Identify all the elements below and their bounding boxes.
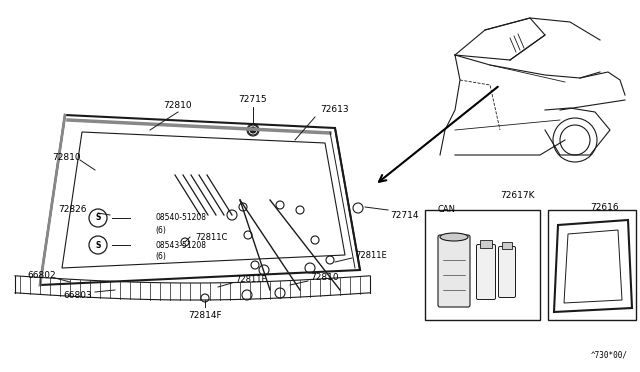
Bar <box>425 210 540 320</box>
FancyBboxPatch shape <box>499 247 515 298</box>
Text: 72714: 72714 <box>390 211 419 219</box>
Text: S: S <box>95 241 100 250</box>
Text: 72811C: 72811C <box>195 232 227 241</box>
Text: 72810: 72810 <box>310 273 339 282</box>
Text: 72715: 72715 <box>239 96 268 105</box>
Text: 72810: 72810 <box>164 100 192 109</box>
Bar <box>502 242 512 249</box>
Text: CAN: CAN <box>437 205 455 215</box>
FancyBboxPatch shape <box>477 244 495 299</box>
Circle shape <box>250 127 256 133</box>
Text: 72613: 72613 <box>321 106 349 115</box>
Text: 66802: 66802 <box>28 270 56 279</box>
Bar <box>480 240 492 248</box>
Ellipse shape <box>440 233 468 241</box>
Text: 08543-51208: 08543-51208 <box>155 241 206 250</box>
Text: 72617K: 72617K <box>500 190 534 199</box>
Bar <box>548 210 636 320</box>
Text: 72826: 72826 <box>58 205 86 215</box>
Text: 66803: 66803 <box>63 291 92 299</box>
Text: (6): (6) <box>155 225 166 234</box>
Text: S: S <box>95 214 100 222</box>
Text: 72811F: 72811F <box>235 276 266 285</box>
Text: 72616: 72616 <box>591 203 620 212</box>
Circle shape <box>89 236 107 254</box>
Text: ^730*00/: ^730*00/ <box>591 351 628 360</box>
Text: 08540-51208: 08540-51208 <box>155 214 206 222</box>
Text: 72811E: 72811E <box>355 250 387 260</box>
Circle shape <box>89 209 107 227</box>
Text: (6): (6) <box>155 253 166 262</box>
Text: 72810: 72810 <box>52 153 81 161</box>
Text: 72814F: 72814F <box>188 311 222 320</box>
FancyBboxPatch shape <box>438 235 470 307</box>
